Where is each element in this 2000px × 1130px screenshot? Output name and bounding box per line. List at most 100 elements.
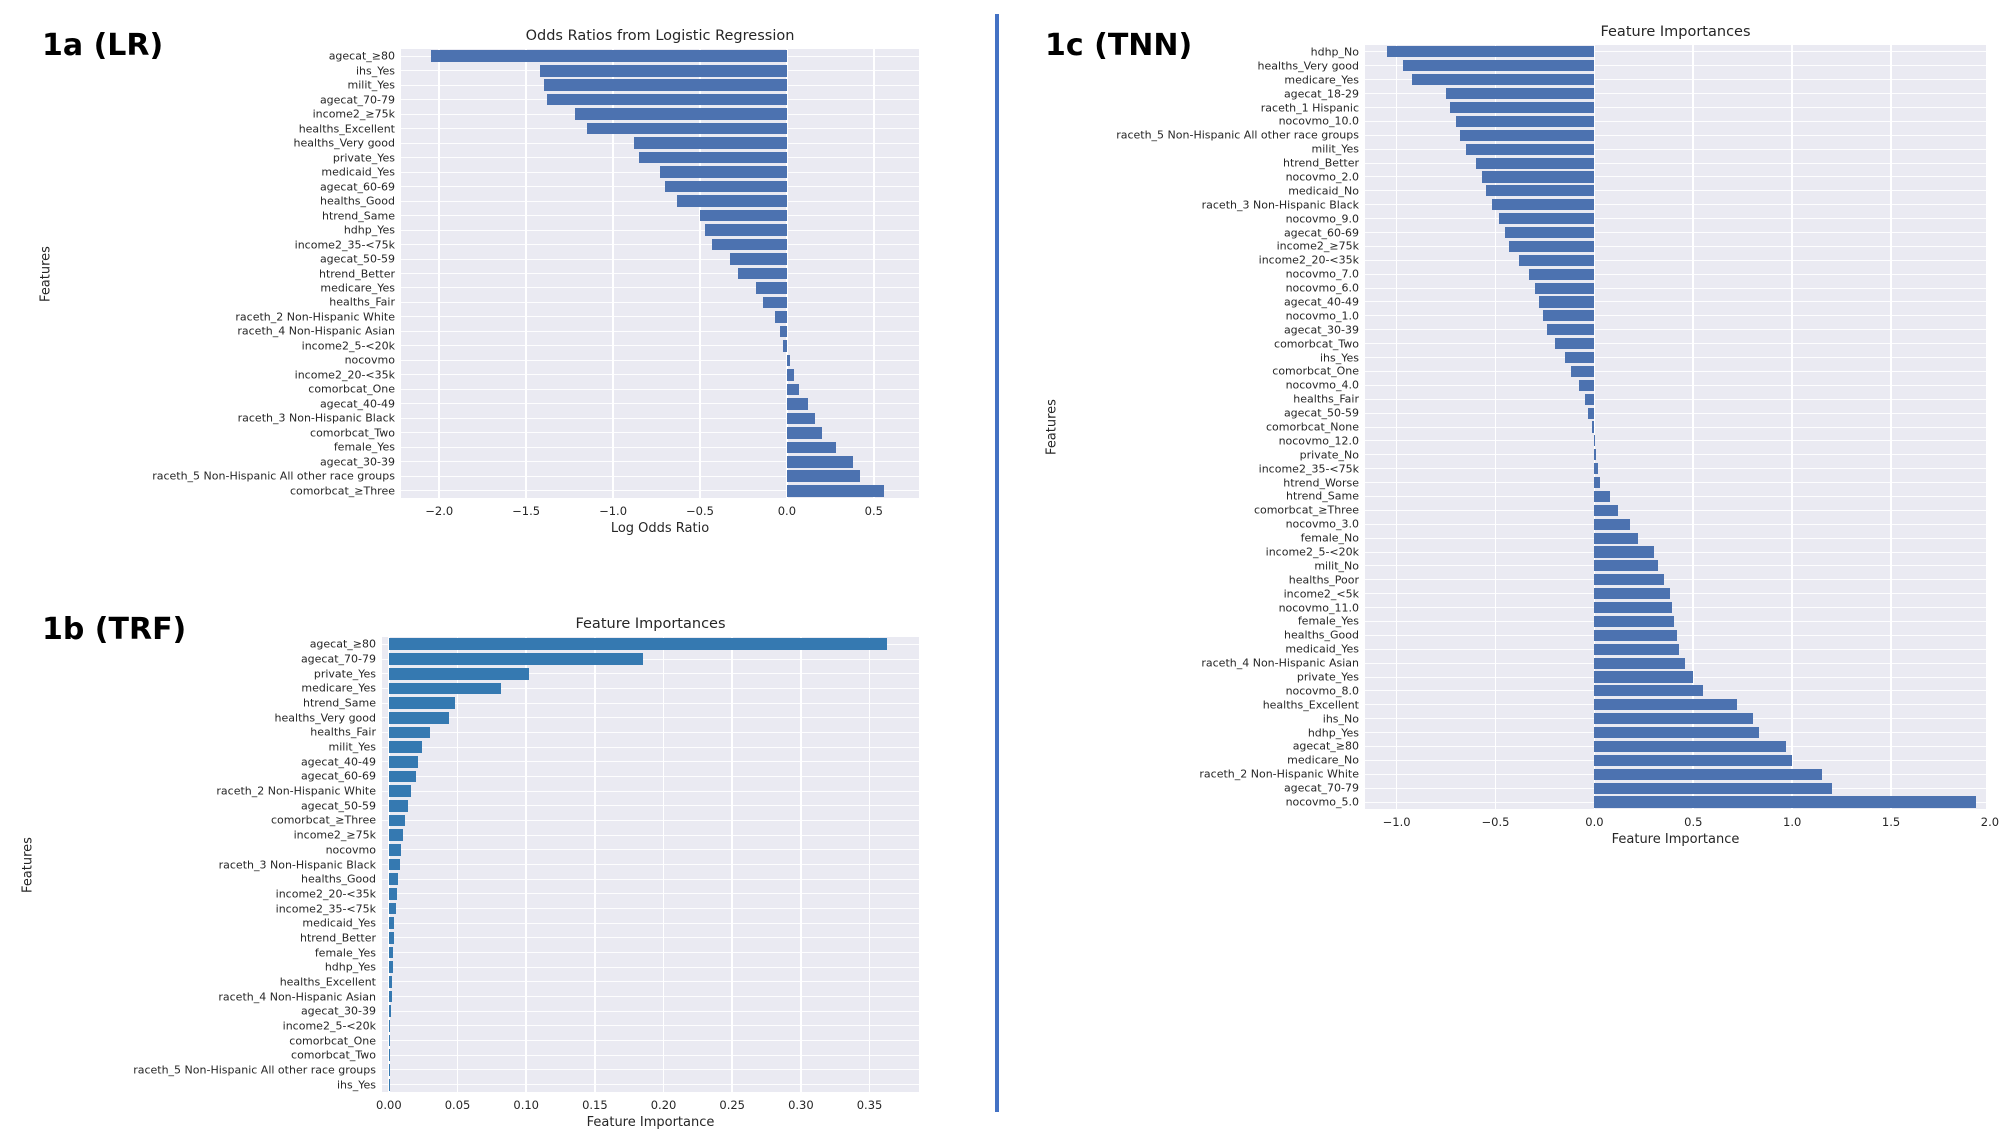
y-tick-label: ihs_Yes xyxy=(336,1078,376,1092)
y-gridline xyxy=(382,673,919,675)
y-gridline xyxy=(1365,551,1986,553)
bar xyxy=(540,64,787,77)
y-gridline xyxy=(1365,315,1986,317)
y-gridline xyxy=(1365,273,1986,275)
bar xyxy=(1594,463,1599,475)
y-gridline xyxy=(1365,745,1986,747)
x-gridline xyxy=(1692,45,1695,809)
x-axis-label: Feature Importance xyxy=(586,1115,715,1130)
x-tick-label: 1.0 xyxy=(1783,815,1802,829)
bar xyxy=(1584,393,1595,405)
y-tick-label: nocovmo_12.0 xyxy=(1278,434,1359,448)
y-tick-label: ihs_Yes xyxy=(1319,351,1359,365)
y-tick-label: milit_Yes xyxy=(347,78,395,92)
bar xyxy=(388,932,395,944)
y-gridline xyxy=(382,702,919,704)
y-gridline xyxy=(382,1069,919,1071)
y-tick-label: hdhp_Yes xyxy=(324,960,376,974)
x-tick-label: 2.0 xyxy=(1980,815,2000,829)
bar xyxy=(388,682,502,695)
y-tick-label: nocovmo_11.0 xyxy=(1278,601,1359,615)
y-gridline xyxy=(1365,412,1986,414)
y-gridline xyxy=(401,55,919,57)
y-tick-label: nocovmo xyxy=(325,843,376,857)
y-gridline xyxy=(382,643,919,645)
y-gridline xyxy=(401,244,919,246)
y-gridline xyxy=(1365,204,1986,206)
x-tick-label: −1.5 xyxy=(512,504,541,518)
plot-area xyxy=(401,49,919,498)
y-tick-label: agecat_60-69 xyxy=(319,180,395,194)
y-tick-label: income2_35-<75k xyxy=(275,902,376,916)
y-tick-label: private_Yes xyxy=(1296,670,1359,684)
y-tick-label: income2_5-<20k xyxy=(282,1019,376,1033)
bar xyxy=(1594,477,1601,489)
x-tick-label: −1.0 xyxy=(1382,815,1411,829)
x-tick-label: 0.5 xyxy=(864,504,883,518)
y-gridline xyxy=(401,84,919,86)
bar xyxy=(1455,115,1595,127)
y-tick-label: agecat_30-39 xyxy=(1283,323,1359,337)
y-tick-label: htrend_Same xyxy=(1286,489,1359,503)
y-tick-label: agecat_60-69 xyxy=(300,769,376,783)
bar xyxy=(1386,46,1595,58)
x-gridline xyxy=(662,637,665,1092)
bar xyxy=(1578,379,1595,391)
x-gridline xyxy=(525,637,527,1092)
y-gridline xyxy=(1365,634,1986,636)
bar xyxy=(1594,713,1753,725)
x-axis-label: Feature Importance xyxy=(1611,832,1740,847)
y-tick-label: agecat_60-69 xyxy=(1283,226,1359,240)
y-gridline xyxy=(382,1084,919,1086)
y-tick-label: raceth_2 Non-Hispanic White xyxy=(235,310,395,324)
bar xyxy=(786,455,853,468)
bar xyxy=(1594,435,1596,447)
x-gridline xyxy=(594,637,596,1092)
bar xyxy=(388,1034,391,1047)
panel-label-1c: 1c (TNN) xyxy=(1045,28,1193,63)
bar xyxy=(1412,74,1595,86)
bar xyxy=(388,1049,390,1062)
bar xyxy=(1594,588,1670,600)
y-gridline xyxy=(382,849,919,851)
bar xyxy=(1594,629,1678,641)
y-tick-label: ihs_Yes xyxy=(355,64,395,78)
y-tick-label: milit_No xyxy=(1314,559,1359,573)
y-tick-label: agecat_70-79 xyxy=(300,652,376,666)
bar xyxy=(1594,490,1611,502)
y-gridline xyxy=(382,775,919,777)
y-tick-label: hdhp_Yes xyxy=(1307,726,1359,740)
bar xyxy=(388,726,431,739)
x-gridline xyxy=(1791,45,1793,809)
y-gridline xyxy=(1365,454,1986,456)
y-tick-label: raceth_4 Non-Hispanic Asian xyxy=(218,990,376,1004)
y-tick-label: comorbcat_Two xyxy=(291,1048,376,1062)
bar xyxy=(786,398,808,410)
bar xyxy=(712,238,787,251)
bar xyxy=(574,108,787,120)
y-tick-label: income2_20-<35k xyxy=(275,887,376,901)
y-tick-label: healths_Excellent xyxy=(1262,698,1359,712)
y-tick-label: raceth_3 Non-Hispanic Black xyxy=(237,411,395,425)
y-gridline xyxy=(1365,134,1986,136)
y-tick-label: healths_Good xyxy=(300,872,376,886)
y-gridline xyxy=(401,475,919,477)
y-tick-label: medicaid_No xyxy=(1288,184,1359,198)
y-gridline xyxy=(382,893,919,895)
y-gridline xyxy=(382,981,919,983)
y-gridline xyxy=(1365,93,1986,95)
y-tick-label: income2_20-<35k xyxy=(294,368,395,382)
y-gridline xyxy=(401,403,919,405)
bar xyxy=(633,137,787,149)
y-gridline xyxy=(1365,120,1986,122)
bar xyxy=(1509,240,1595,252)
bar xyxy=(388,1005,391,1018)
x-gridline xyxy=(1395,45,1398,809)
bar xyxy=(388,917,395,930)
bar xyxy=(1519,254,1595,266)
y-tick-label: htrend_Same xyxy=(322,209,395,223)
y-gridline xyxy=(1365,801,1986,803)
y-gridline xyxy=(382,761,919,763)
y-gridline xyxy=(382,908,919,910)
